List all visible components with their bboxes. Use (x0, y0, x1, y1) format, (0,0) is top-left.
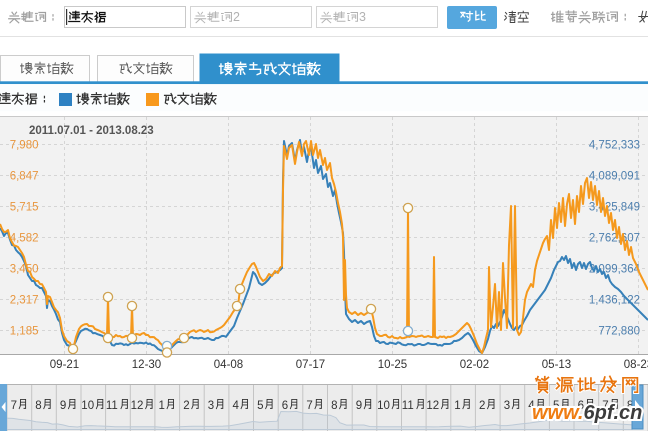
svg-text:6: 6 (282, 400, 288, 412)
svg-text:6,847: 6,847 (10, 171, 39, 183)
svg-text:4,752,333: 4,752,333 (589, 140, 640, 152)
svg-text:10-25: 10-25 (378, 359, 407, 371)
svg-text:10: 10 (377, 400, 390, 412)
svg-text:8: 8 (627, 400, 633, 412)
svg-text:4: 4 (528, 400, 535, 412)
svg-text:10: 10 (81, 400, 94, 412)
svg-text:9: 9 (60, 400, 66, 412)
svg-text:11: 11 (402, 400, 414, 412)
svg-text:02-02: 02-02 (460, 359, 489, 371)
svg-text:3: 3 (504, 400, 510, 412)
svg-text:7: 7 (11, 400, 17, 412)
svg-text:6: 6 (578, 400, 584, 412)
svg-text:3,450: 3,450 (10, 264, 39, 276)
svg-text:5,715: 5,715 (10, 202, 39, 214)
svg-text:1: 1 (159, 400, 165, 412)
svg-text:2: 2 (479, 400, 485, 412)
svg-text:05-13: 05-13 (542, 359, 571, 371)
svg-text:04-08: 04-08 (214, 359, 243, 371)
svg-text:772,880: 772,880 (598, 326, 640, 338)
svg-text:08-23: 08-23 (624, 359, 648, 371)
svg-text:11: 11 (106, 400, 118, 412)
svg-text:12: 12 (426, 400, 439, 412)
svg-text:12: 12 (131, 400, 144, 412)
svg-text:2: 2 (183, 400, 189, 412)
svg-text:07-17: 07-17 (296, 359, 325, 371)
svg-text:1: 1 (454, 400, 460, 412)
svg-text:2011.07.01 - 2013.08.23: 2011.07.01 - 2013.08.23 (29, 125, 154, 137)
svg-text:2: 2 (233, 10, 240, 24)
svg-text:7,980: 7,980 (10, 140, 39, 152)
svg-text:4,089,091: 4,089,091 (589, 171, 640, 183)
svg-text:09-21: 09-21 (50, 359, 79, 371)
svg-text:5: 5 (257, 400, 263, 412)
svg-text:www.6pf.cn: www.6pf.cn (532, 402, 642, 424)
svg-text:1,436,122: 1,436,122 (589, 295, 640, 307)
svg-text:9: 9 (356, 400, 362, 412)
svg-text:4,582: 4,582 (10, 233, 39, 245)
svg-text:8: 8 (331, 400, 337, 412)
svg-text:2,762,607: 2,762,607 (589, 233, 640, 245)
svg-text:5: 5 (553, 400, 559, 412)
svg-text:1,185: 1,185 (10, 326, 39, 338)
svg-text:7: 7 (306, 400, 312, 412)
svg-text:12-30: 12-30 (132, 359, 161, 371)
svg-text:2,317: 2,317 (10, 295, 39, 307)
svg-text:3: 3 (208, 400, 214, 412)
svg-text:3: 3 (359, 10, 366, 24)
svg-text:4: 4 (233, 400, 240, 412)
svg-text:7: 7 (602, 400, 608, 412)
svg-text:8: 8 (35, 400, 41, 412)
